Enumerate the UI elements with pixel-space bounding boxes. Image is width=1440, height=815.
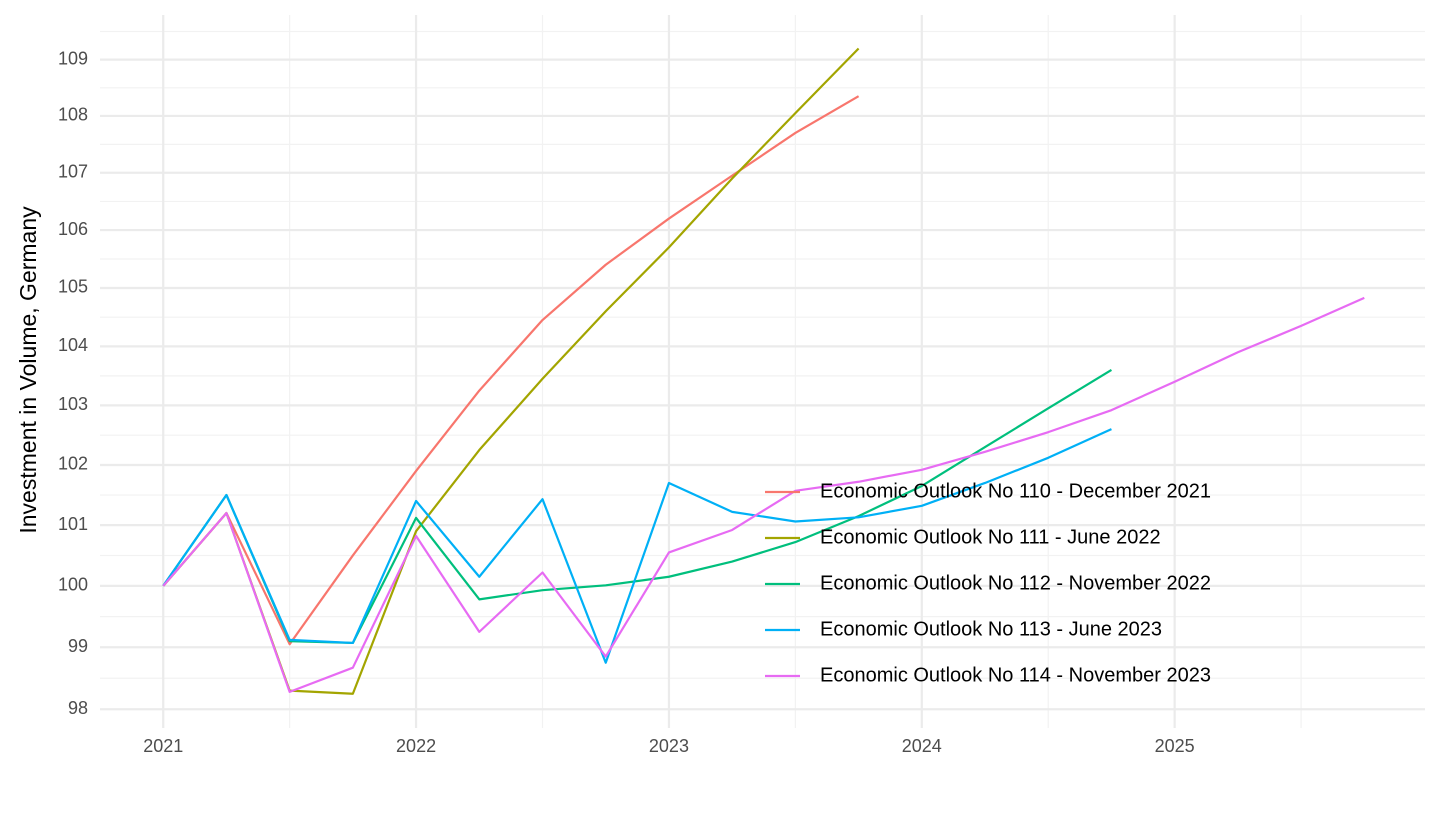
legend: Economic Outlook No 110 - December 2021 E… <box>765 480 1211 686</box>
x-tick-label: 2025 <box>1155 736 1195 756</box>
y-tick-label: 107 <box>58 161 88 181</box>
x-tick-label: 2023 <box>649 736 689 756</box>
legend-label: Economic Outlook No 110 - December 2021 <box>820 480 1211 502</box>
legend-label: Economic Outlook No 112 - November 2022 <box>820 572 1211 594</box>
y-tick-label: 109 <box>58 48 88 68</box>
labels: 98 99 100 101 102 103 104 105 106 107 108 109 2021 20… <box>58 48 1195 755</box>
y-tick-label: 103 <box>58 394 88 414</box>
legend-label: Economic Outlook No 113 - June 2023 <box>820 618 1162 640</box>
y-tick-label: 100 <box>58 575 88 595</box>
lines <box>162 47 1365 695</box>
y-tick-label: 98 <box>68 698 88 718</box>
y-tick-label: 105 <box>58 277 88 297</box>
series-line <box>162 95 860 646</box>
y-axis-title: Investment in Volume, Germany <box>15 206 41 534</box>
legend-label: Economic Outlook No 111 - June 2022 <box>820 526 1161 548</box>
series-line <box>162 296 1365 693</box>
y-tick-label: 102 <box>58 454 88 474</box>
x-tick-label: 2021 <box>143 736 183 756</box>
series-line <box>162 428 1112 664</box>
x-tick-label: 2024 <box>902 736 942 756</box>
x-tick-label: 2022 <box>396 736 436 756</box>
y-tick-label: 99 <box>68 636 88 656</box>
grid <box>100 15 1425 728</box>
y-tick-label: 108 <box>58 105 88 125</box>
y-tick-label: 104 <box>58 335 88 355</box>
y-tick-label: 106 <box>58 219 88 239</box>
y-tick-label: 101 <box>58 514 88 534</box>
legend-label: Economic Outlook No 114 - November 2023 <box>820 664 1211 686</box>
series-line <box>162 368 1113 645</box>
